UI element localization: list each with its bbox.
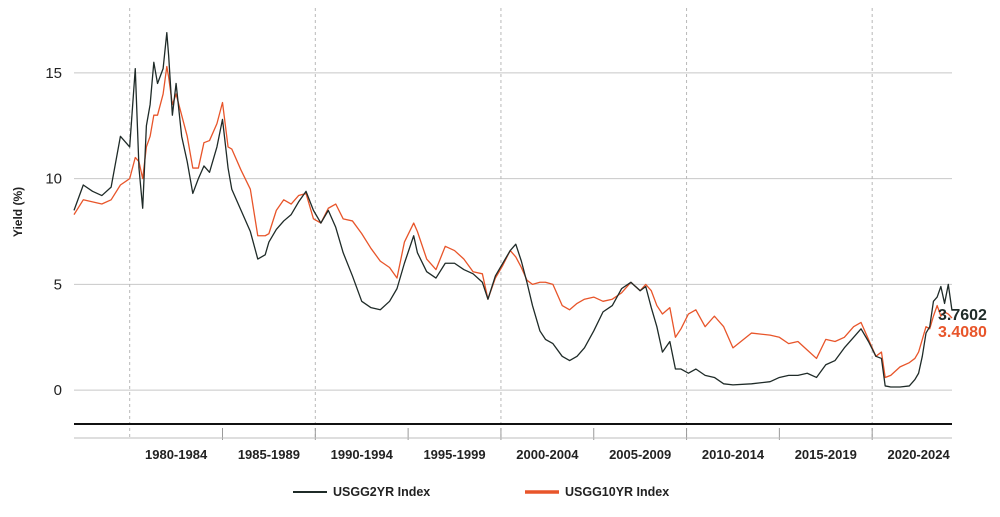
series-line-0 [73, 32, 953, 388]
period-label: 2015-2019 [795, 447, 857, 462]
legend: USGG2YR Index USGG10YR Index [293, 485, 669, 499]
end-value-label: 3.4080 [938, 324, 987, 341]
period-label: 2020-2024 [888, 447, 951, 462]
series-line-1 [73, 65, 953, 379]
grid: 0 5 10 15 [45, 65, 952, 399]
y-tick-label: 0 [54, 382, 62, 399]
period-label: 2010-2014 [702, 447, 765, 462]
period-label: 1980-1984 [145, 447, 208, 462]
end-value-label: 3.7602 [938, 307, 987, 324]
y-tick-label: 5 [54, 276, 62, 293]
y-tick-label: 10 [45, 171, 62, 188]
period-label: 1985-1989 [238, 447, 300, 462]
labels: Yield (%) 1980-1984 1985-1989 1990-1994 1995… [11, 187, 987, 462]
period-label: 2000-2004 [516, 447, 579, 462]
legend-label: USGG10YR Index [565, 485, 669, 499]
axes [74, 423, 952, 440]
legend-label: USGG2YR Index [333, 485, 430, 499]
series-lines [73, 32, 953, 388]
period-label: 1990-1994 [331, 447, 394, 462]
y-tick-label: 15 [45, 65, 62, 82]
y-axis-title: Yield (%) [11, 187, 25, 237]
period-label: 1995-1999 [423, 447, 485, 462]
period-label: 2005-2009 [609, 447, 671, 462]
